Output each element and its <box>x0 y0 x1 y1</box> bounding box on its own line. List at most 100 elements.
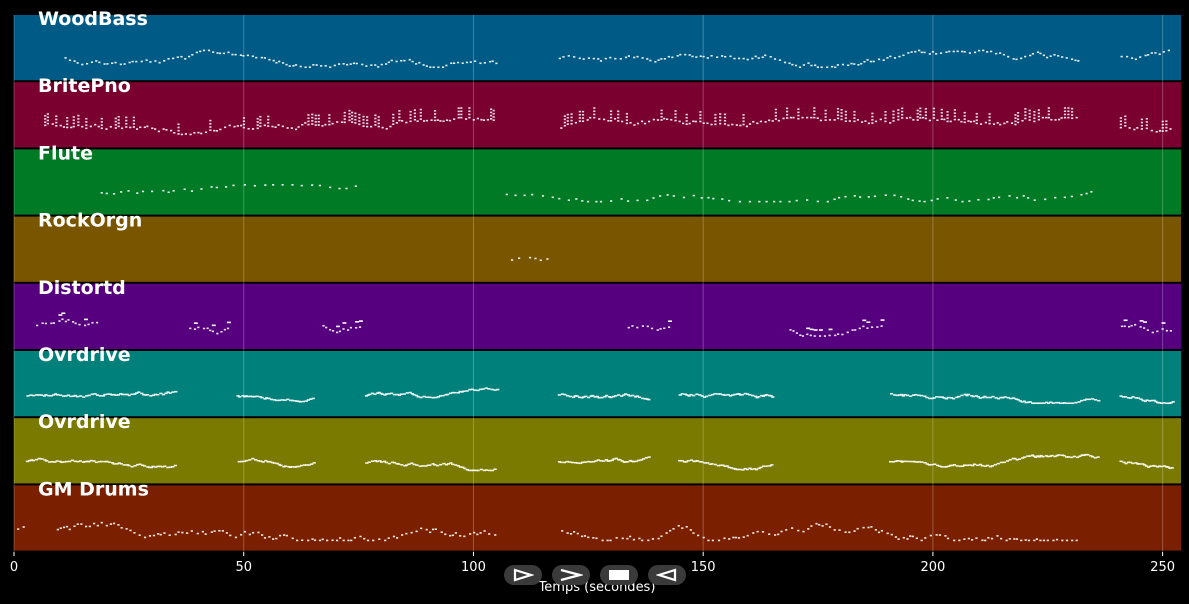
note <box>927 464 932 466</box>
note <box>886 57 889 59</box>
note <box>609 113 613 116</box>
note <box>672 195 675 197</box>
note <box>442 462 446 465</box>
track-label: Distortd <box>38 277 126 299</box>
note <box>723 394 727 396</box>
note <box>304 122 307 124</box>
note <box>892 113 895 116</box>
note <box>1046 402 1051 405</box>
note <box>125 393 129 396</box>
note <box>223 328 226 331</box>
note <box>806 327 811 330</box>
note <box>189 133 192 136</box>
note <box>268 460 272 463</box>
note <box>872 60 875 63</box>
note <box>617 394 621 396</box>
note <box>88 525 91 528</box>
note <box>1024 114 1027 117</box>
note <box>965 464 969 467</box>
note <box>358 117 361 119</box>
rewind-button[interactable] <box>648 565 686 585</box>
note <box>840 109 843 111</box>
note <box>224 126 227 129</box>
note <box>338 330 342 333</box>
note <box>1169 401 1173 404</box>
note <box>171 391 175 393</box>
note <box>897 109 900 111</box>
note <box>568 395 572 398</box>
note <box>398 116 401 119</box>
note <box>403 59 406 62</box>
note <box>258 396 262 398</box>
note <box>408 58 411 61</box>
note <box>405 464 409 466</box>
note <box>505 193 508 196</box>
fast-forward-button[interactable] <box>552 565 590 585</box>
note <box>946 537 950 540</box>
note <box>738 200 741 203</box>
note <box>797 111 800 114</box>
note <box>328 117 331 120</box>
note <box>93 522 96 525</box>
note <box>1157 465 1162 468</box>
note <box>1050 454 1054 457</box>
note <box>260 56 263 59</box>
note <box>320 65 323 67</box>
note <box>55 125 58 127</box>
note <box>98 395 102 397</box>
note <box>582 58 585 60</box>
note <box>880 325 883 327</box>
note <box>833 119 836 121</box>
note <box>441 66 445 69</box>
note <box>952 464 957 466</box>
note <box>921 116 925 119</box>
note <box>84 525 88 528</box>
note <box>275 61 278 64</box>
note <box>1124 115 1127 118</box>
note <box>753 468 757 470</box>
note <box>94 123 97 126</box>
note <box>1060 454 1064 457</box>
note <box>460 116 463 119</box>
note <box>242 123 246 126</box>
note <box>916 109 919 112</box>
note <box>317 114 320 117</box>
note <box>213 530 216 532</box>
note <box>46 113 49 115</box>
note <box>177 133 180 135</box>
note <box>1164 466 1169 468</box>
note <box>374 64 377 66</box>
note <box>869 60 872 63</box>
note <box>484 469 489 471</box>
note <box>272 184 275 186</box>
note <box>74 322 77 325</box>
note <box>950 464 955 467</box>
note <box>460 107 463 109</box>
note <box>117 119 120 121</box>
note <box>84 318 88 321</box>
note <box>77 124 80 127</box>
note <box>960 120 963 123</box>
note <box>651 538 655 540</box>
note <box>901 395 905 397</box>
note <box>483 530 486 532</box>
note <box>153 393 158 396</box>
note <box>1039 454 1043 457</box>
note <box>150 190 154 193</box>
note <box>402 393 406 395</box>
note <box>567 55 570 57</box>
note <box>187 55 191 58</box>
note <box>901 113 904 116</box>
play-button[interactable] <box>504 565 542 585</box>
note <box>490 469 495 472</box>
note <box>719 116 722 119</box>
note <box>694 120 697 123</box>
note <box>367 461 371 464</box>
note <box>374 117 377 120</box>
note <box>1054 119 1057 121</box>
stop-button[interactable] <box>600 565 638 585</box>
note <box>241 394 245 397</box>
note <box>695 393 699 396</box>
note <box>48 461 52 463</box>
